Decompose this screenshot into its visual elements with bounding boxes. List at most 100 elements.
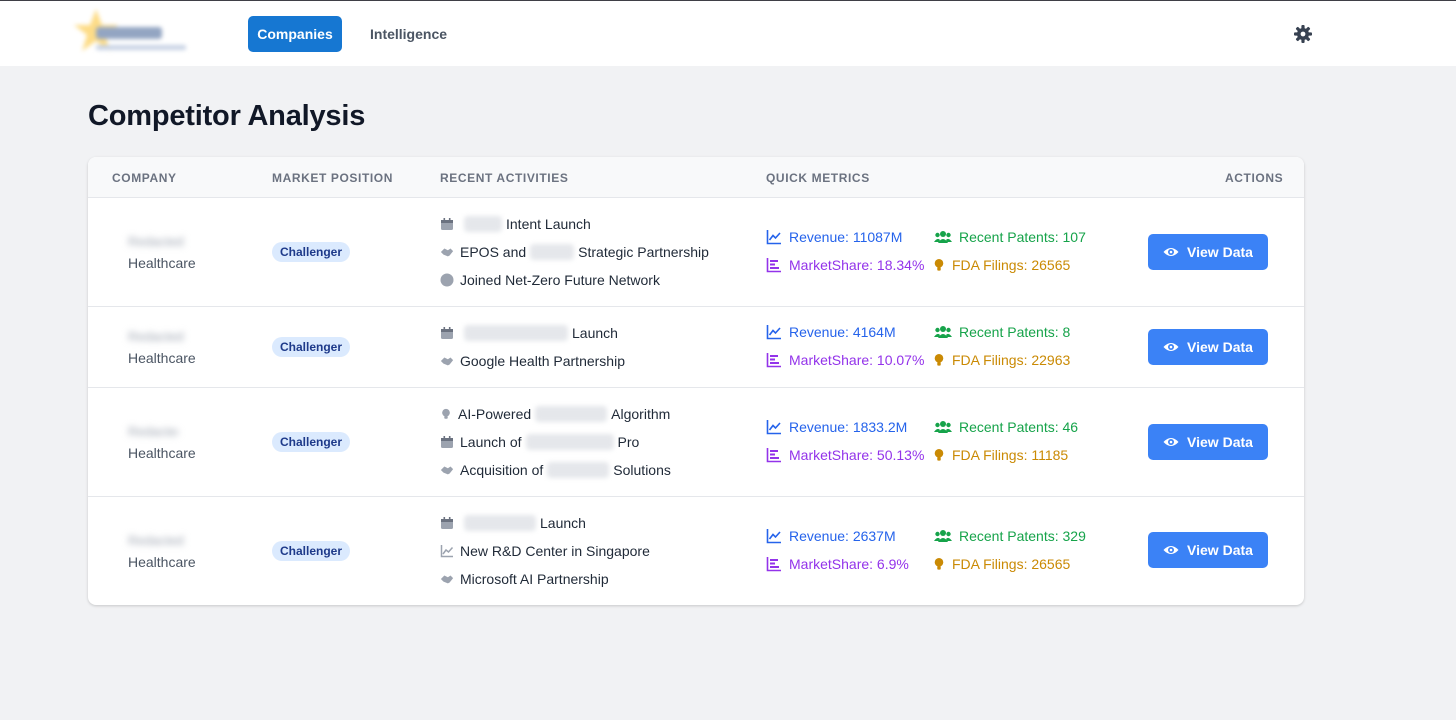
metric-market-share-value: MarketShare: 10.07% bbox=[789, 352, 925, 368]
eye-icon bbox=[1163, 434, 1179, 450]
activity-item: Google Health Partnership bbox=[440, 351, 625, 371]
chart-bar-icon bbox=[766, 447, 782, 463]
lightbulb-icon bbox=[933, 257, 945, 273]
metric-fda-filings: FDA Filings: 11185 bbox=[933, 447, 1068, 463]
handshake-icon bbox=[440, 572, 454, 586]
redacted-text bbox=[464, 216, 502, 232]
view-data-label: View Data bbox=[1187, 542, 1253, 558]
activity-item: Joined Net-Zero Future Network bbox=[440, 270, 660, 290]
redacted-text bbox=[464, 515, 536, 531]
column-header-market-position: MARKET POSITION bbox=[272, 171, 394, 185]
metric-fda-filings: FDA Filings: 22963 bbox=[933, 352, 1070, 368]
view-data-button[interactable]: View Data bbox=[1148, 234, 1268, 270]
metric-market-share: MarketShare: 50.13% bbox=[766, 447, 924, 463]
metric-fda-value: FDA Filings: 22963 bbox=[952, 352, 1071, 368]
calendar-icon bbox=[440, 326, 454, 340]
company-industry: Healthcare bbox=[128, 350, 196, 366]
redacted-text bbox=[547, 462, 610, 478]
activity-text: Launch bbox=[572, 325, 618, 341]
lightbulb-icon bbox=[440, 407, 452, 421]
activity-item: EPOS and Strategic Partnership bbox=[440, 242, 709, 262]
calendar-icon bbox=[440, 217, 454, 231]
chart-bar-icon bbox=[766, 556, 782, 572]
activity-item: New R&D Center in Singapore bbox=[440, 541, 650, 561]
page-title: Competitor Analysis bbox=[88, 100, 366, 132]
activity-text: Google Health Partnership bbox=[460, 353, 625, 369]
market-position-badge: Challenger bbox=[272, 541, 351, 561]
activity-text: Microsoft AI Partnership bbox=[460, 571, 609, 587]
view-data-label: View Data bbox=[1187, 339, 1253, 355]
view-data-label: View Data bbox=[1187, 434, 1253, 450]
metric-fda-value: FDA Filings: 26565 bbox=[952, 556, 1071, 572]
company-industry: Healthcare bbox=[128, 554, 196, 570]
calendar-icon bbox=[440, 435, 454, 449]
redacted-text bbox=[525, 434, 614, 450]
view-data-button[interactable]: View Data bbox=[1148, 532, 1268, 568]
view-data-button[interactable]: View Data bbox=[1148, 424, 1268, 460]
column-header-recent-activities: RECENT ACTIVITIES bbox=[440, 171, 569, 185]
activity-item: Launch bbox=[440, 513, 586, 533]
activity-text: Launch bbox=[540, 515, 586, 531]
company-name-redacted: Redacted bbox=[128, 533, 184, 548]
activity-text: Solutions bbox=[613, 462, 671, 478]
activity-text: AI-Powered bbox=[458, 406, 532, 422]
metric-revenue: Revenue: 4164M bbox=[766, 324, 896, 340]
activity-text: Acquisition of bbox=[460, 462, 544, 478]
lightbulb-icon bbox=[933, 556, 945, 572]
table-header: COMPANY MARKET POSITION RECENT ACTIVITIE… bbox=[88, 157, 1304, 198]
activity-item: Intent Launch bbox=[440, 214, 591, 234]
handshake-icon bbox=[440, 463, 454, 477]
company-logo bbox=[74, 9, 186, 51]
activity-text: New R&D Center in Singapore bbox=[460, 543, 650, 559]
metric-revenue: Revenue: 1833.2M bbox=[766, 419, 907, 435]
chart-line-icon bbox=[766, 528, 782, 544]
users-icon bbox=[933, 419, 952, 435]
chart-line-icon bbox=[766, 419, 782, 435]
market-position-badge: Challenger bbox=[272, 242, 351, 262]
users-icon bbox=[933, 229, 952, 245]
metric-recent-patents: Recent Patents: 46 bbox=[933, 419, 1078, 435]
metric-revenue-value: Revenue: 4164M bbox=[789, 324, 896, 340]
activity-text: Strategic Partnership bbox=[578, 244, 709, 260]
company-industry: Healthcare bbox=[128, 255, 196, 271]
metric-market-share: MarketShare: 10.07% bbox=[766, 352, 924, 368]
metric-market-share-value: MarketShare: 18.34% bbox=[789, 257, 925, 273]
metric-recent-patents: Recent Patents: 107 bbox=[933, 229, 1086, 245]
redacted-text bbox=[530, 244, 575, 260]
activity-text: Algorithm bbox=[611, 406, 671, 422]
table-row: Redacted Healthcare Challenger Launch Go… bbox=[88, 307, 1304, 388]
chart-bar-icon bbox=[766, 352, 782, 368]
activity-item: Launch of Pro bbox=[440, 432, 639, 452]
table-row: Redacted Healthcare Challenger AI-Powere… bbox=[88, 388, 1304, 497]
eye-icon bbox=[1163, 339, 1179, 355]
settings-gear-icon[interactable] bbox=[1294, 25, 1312, 43]
calendar-icon bbox=[440, 516, 454, 530]
lightbulb-icon bbox=[933, 352, 945, 368]
metric-market-share: MarketShare: 6.9% bbox=[766, 556, 909, 572]
market-position-badge: Challenger bbox=[272, 432, 351, 452]
metric-revenue-value: Revenue: 1833.2M bbox=[789, 419, 908, 435]
tab-companies[interactable]: Companies bbox=[248, 16, 342, 52]
chart-line-icon bbox=[440, 544, 454, 558]
metric-market-share: MarketShare: 18.34% bbox=[766, 257, 924, 273]
metric-fda-value: FDA Filings: 26565 bbox=[952, 257, 1071, 273]
view-data-button[interactable]: View Data bbox=[1148, 329, 1268, 365]
users-icon bbox=[933, 528, 952, 544]
company-name-redacted: Redacted bbox=[128, 424, 178, 439]
metric-recent-patents: Recent Patents: 329 bbox=[933, 528, 1086, 544]
activity-text: Launch of bbox=[460, 434, 522, 450]
metric-fda-value: FDA Filings: 11185 bbox=[952, 447, 1069, 463]
handshake-icon bbox=[440, 354, 454, 368]
metric-patents-value: Recent Patents: 329 bbox=[959, 528, 1086, 544]
circle-icon bbox=[440, 273, 454, 287]
metric-revenue: Revenue: 2637M bbox=[766, 528, 896, 544]
column-header-quick-metrics: QUICK METRICS bbox=[766, 171, 870, 185]
metric-patents-value: Recent Patents: 8 bbox=[959, 324, 1071, 340]
tab-intelligence[interactable]: Intelligence bbox=[358, 16, 459, 52]
metric-revenue-value: Revenue: 11087M bbox=[789, 229, 903, 245]
table-row: Redacted Healthcare Challenger Intent La… bbox=[88, 198, 1304, 307]
metric-market-share-value: MarketShare: 6.9% bbox=[789, 556, 909, 572]
redacted-text bbox=[535, 406, 608, 422]
redacted-text bbox=[464, 325, 568, 341]
metric-patents-value: Recent Patents: 107 bbox=[959, 229, 1086, 245]
